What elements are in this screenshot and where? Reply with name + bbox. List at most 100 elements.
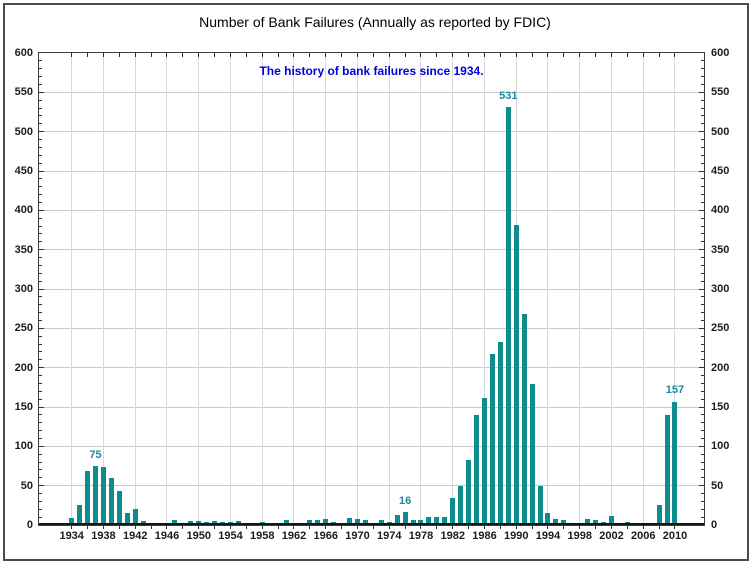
y-tick-right [701, 398, 704, 400]
x-axis-label-1938: 1938 [91, 530, 116, 542]
y-tick-right [699, 131, 704, 133]
y-tick-right [701, 115, 704, 117]
y-tick-left [39, 264, 42, 266]
v-gridline-1994 [547, 53, 549, 525]
bar-1985 [474, 414, 480, 525]
y-tick-right [699, 288, 704, 290]
x-tick-top-1972 [372, 53, 374, 57]
bar-1987 [489, 354, 495, 525]
bar-1969 [347, 517, 353, 525]
x-tick-top-1982 [452, 53, 454, 57]
x-tick-bottom-1978 [420, 526, 422, 529]
y-tick-left [39, 146, 42, 148]
bar-1996 [561, 520, 567, 525]
y-tick-left [39, 398, 42, 400]
bar-1940 [116, 491, 122, 525]
y-tick-left [39, 437, 42, 439]
bar-1947 [172, 520, 178, 525]
h-gridline-450 [39, 170, 704, 172]
y-tick-left [39, 139, 42, 141]
x-axis-label-1954: 1954 [218, 530, 243, 542]
x-tick-bottom-1970 [356, 526, 358, 529]
bar-1935 [77, 505, 83, 525]
x-tick-bottom-2008 [658, 526, 660, 529]
x-tick-top-2000 [595, 53, 597, 57]
y-tick-right [701, 178, 704, 180]
bar-1984 [466, 459, 472, 525]
x-axis-label-1986: 1986 [472, 530, 497, 542]
bar-1995 [553, 518, 559, 525]
y-tick-right [701, 194, 704, 196]
x-tick-top-2006 [642, 53, 644, 57]
y-tick-left [39, 375, 42, 377]
y-axis-label-left: 450 [14, 165, 33, 177]
y-axis-label-right: 50 [711, 479, 724, 492]
y-tick-right [701, 76, 704, 78]
x-tick-bottom-1990 [515, 526, 517, 529]
y-tick-left [39, 201, 42, 203]
y-tick-left [39, 178, 42, 180]
h-gridline-200 [39, 367, 704, 369]
x-axis-label-1978: 1978 [408, 530, 434, 542]
y-tick-left [39, 304, 42, 306]
x-tick-bottom-1972 [372, 526, 374, 529]
bar-1978 [418, 519, 424, 525]
bar-1936 [85, 470, 91, 525]
h-gridline-350 [39, 249, 704, 251]
bar-1942 [132, 509, 138, 525]
x-tick-top-1942 [134, 53, 136, 57]
x-axis-label-1998: 1998 [567, 530, 592, 542]
y-axis-label-right: 200 [711, 361, 730, 374]
x-tick-top-1944 [150, 53, 152, 57]
y-tick-left [39, 469, 42, 471]
y-tick-left [39, 209, 44, 211]
h-gridline-500 [39, 131, 704, 133]
x-tick-bottom-1988 [499, 526, 501, 529]
y-axis-label-right: 0 [711, 519, 718, 531]
y-tick-left [39, 194, 42, 196]
x-tick-bottom-2004 [626, 526, 628, 529]
x-tick-bottom-1954 [229, 526, 231, 529]
y-tick-left [39, 414, 42, 416]
x-tick-top-1952 [214, 53, 216, 57]
chart-subtitle: The history of bank failures since 1934. [259, 64, 484, 78]
bar-1937 [93, 466, 98, 525]
y-tick-left [39, 406, 44, 408]
bar-2010 [672, 401, 678, 525]
y-tick-left [39, 107, 42, 109]
y-tick-right [701, 264, 704, 266]
y-tick-right [701, 343, 704, 345]
y-tick-right [699, 445, 704, 447]
x-tick-top-1954 [229, 53, 231, 57]
y-axis-label-left: 400 [14, 204, 33, 217]
y-tick-right [701, 437, 704, 439]
bar-1982 [450, 498, 456, 525]
y-axis-label-right: 600 [711, 47, 730, 59]
y-axis-label-right: 550 [711, 86, 730, 99]
bar-1989 [505, 107, 511, 525]
x-axis-label-1974: 1974 [376, 530, 402, 542]
x-tick-top-2008 [658, 53, 660, 57]
y-tick-left [39, 493, 42, 495]
y-tick-left [39, 91, 44, 93]
x-tick-top-1956 [245, 53, 247, 57]
x-tick-top-2004 [626, 53, 628, 57]
y-tick-left [39, 367, 44, 369]
y-tick-left [39, 477, 42, 479]
x-tick-bottom-1942 [134, 526, 136, 529]
x-tick-bottom-1996 [563, 526, 565, 529]
x-tick-top-1974 [388, 53, 390, 57]
y-tick-right [701, 296, 704, 298]
x-tick-bottom-1962 [293, 526, 295, 529]
h-gridline-250 [39, 327, 704, 329]
y-tick-left [39, 485, 44, 487]
bar-1992 [529, 384, 535, 525]
y-tick-right [701, 351, 704, 353]
h-gridline-550 [39, 91, 704, 93]
v-gridline-1950 [198, 53, 200, 525]
x-tick-bottom-1964 [309, 526, 311, 529]
x-axis-label-1958: 1958 [249, 530, 275, 542]
y-tick-left [39, 327, 44, 329]
y-tick-left [39, 233, 42, 235]
y-tick-right [701, 508, 704, 510]
